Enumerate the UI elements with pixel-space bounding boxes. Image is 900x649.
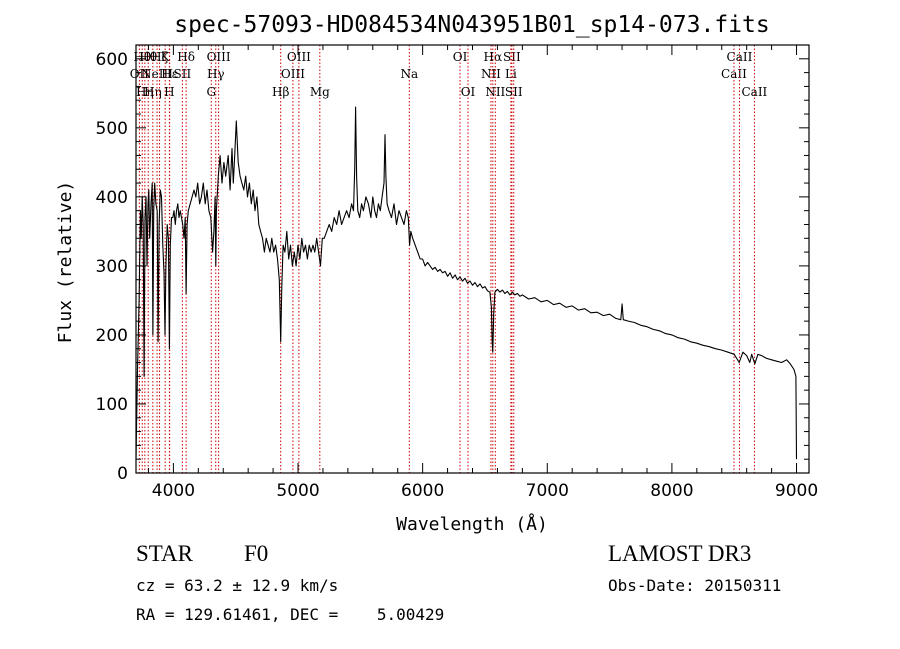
line-label: Hη [136,85,154,99]
line-label: SII [174,67,192,81]
y-tick-label: 100 [96,395,128,415]
survey-name: LAMOST DR3 [608,541,752,566]
axes: 4000 5000 6000 7000 8000 9000 0 100 200 300 400 500… [96,44,818,501]
observation-date: Obs-Date: 20150311 [608,576,782,595]
spectrum-line [135,106,798,460]
plot-frame [135,44,810,474]
line-label: Hβ [272,85,289,99]
y-tick-label: 300 [96,257,128,277]
spectral-line-markers: OIIHθHηHθHηNeIIIHζKHHεSIIHδGHγOIIIHβOIII… [130,45,768,473]
line-label: OIII [281,67,305,81]
line-label: OIII [207,50,231,64]
line-label: Li [505,67,517,81]
y-tick-label: 400 [96,188,128,208]
coordinates: RA = 129.61461, DEC = 5.00429 [136,605,445,624]
line-label: SII [503,50,521,64]
x-axis-label: Wavelength (Å) [396,513,548,535]
y-tick-label: 200 [96,326,128,346]
line-label: OI [461,85,476,99]
y-tick-label: 500 [96,119,128,139]
line-label: Na [400,67,418,81]
x-tick-label: 8000 [650,481,693,501]
y-axis-label: Flux (relative) [55,181,76,344]
x-tick-label: 4000 [152,481,195,501]
line-label: Hα [484,50,503,64]
spectrum-series [135,106,798,460]
line-label: Hδ [177,50,195,64]
line-label: Hθ [133,50,151,64]
x-tick-label: 7000 [526,481,569,501]
redshift-velocity: cz = 63.2 ± 12.9 km/s [136,576,339,595]
chart-title: spec-57093-HD084534N043951B01_sp14-073.f… [174,12,769,38]
line-label: OIII [287,50,311,64]
y-tick-label: 600 [96,50,128,70]
line-label: CaII [727,50,753,64]
x-tick-label: 9000 [775,481,818,501]
line-label: K [161,50,171,64]
line-label: Hη [144,85,162,99]
object-class: STAR [136,541,193,566]
line-label: SII [505,85,523,99]
x-tick-label: 5000 [276,481,319,501]
x-tick-label: 6000 [401,481,444,501]
line-label: NII [481,67,501,81]
line-label: NII [485,85,505,99]
line-label: Hζ [151,50,168,64]
object-subclass: F0 [244,541,269,566]
line-label: CaII [741,85,767,99]
y-tick-label: 0 [117,464,128,484]
line-label: CaII [721,67,747,81]
line-label: Hε [161,67,178,81]
line-label: Hγ [207,67,225,81]
line-label: OI [453,50,468,64]
line-label: Mg [310,85,330,99]
line-label: G [206,85,216,99]
